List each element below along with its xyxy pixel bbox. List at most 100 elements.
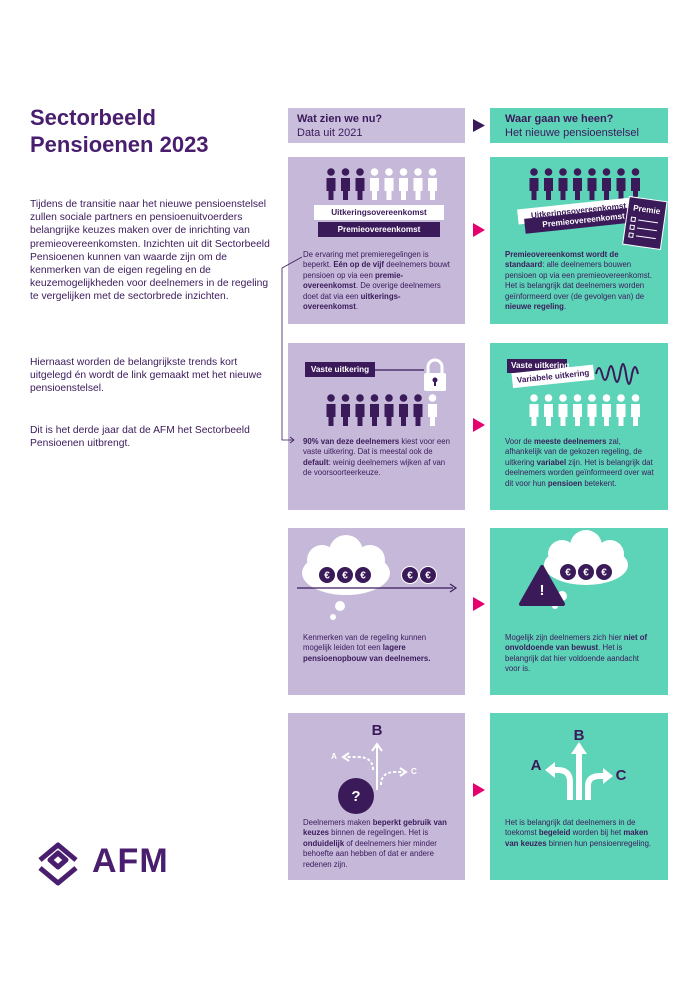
person-body [616,178,626,200]
person-body [602,178,611,200]
text-run: niet of onvoldoende van bewust [505,633,648,653]
person-body [341,178,350,200]
label: A [531,757,542,774]
person-head [428,168,437,176]
label-box [314,205,444,220]
text-run: variabel [536,457,567,467]
intro-paragraph: Hiernaast worden de belangrijkste trends… [30,357,262,395]
person-head [573,394,582,402]
person-body [355,404,365,426]
text-run: zal, afhankelijk van de gekozen regeling… [505,437,642,467]
text-run: 90% van deze deelnemers [303,437,400,446]
text-run: Mogelijk zijn deelnemers zich hier [505,633,624,642]
label: Vaste uitkering [311,365,369,374]
text-run: default [303,457,329,467]
label-box [318,222,440,237]
text-run: binnen hun pensioenregeling. [546,838,652,848]
text-run: . [563,302,567,312]
text-run: . [355,302,359,312]
text-run: . De overige deelnemers doet dat via een [303,281,441,301]
arrow [473,119,485,132]
coin-symbol: € [324,571,330,582]
text-run: Premieovereenkomst wordt de standaard [505,250,619,270]
person-body [544,178,553,200]
label: B [372,722,383,739]
question-mark: ? [351,788,360,805]
title: Sectorbeeld Pensioenen 2023 [30,105,209,157]
person-body [384,404,394,426]
person-head [588,168,596,176]
card-text: Kenmerken van de regeling kunnen mogelij… [303,633,453,664]
connector-head [289,436,295,444]
text-run: beperkt gebruik van keuzes [303,818,447,838]
coins: € € € € € [318,566,437,584]
text-run: Kenmerken van de regeling kunnen mogelij… [303,633,427,653]
person-body [529,178,539,200]
text-run: binnen de regelingen. Het is [329,828,429,838]
card-text: De ervaring met premieregelingen is bepe… [303,250,453,312]
text-run: betekent. [582,478,617,488]
text-run: Voor de [505,437,535,446]
coin [336,566,354,584]
text-run: zijn. Het is belangrijk dat deelnemers w… [505,457,654,488]
person-head [559,394,567,402]
column-subtitle: Data uit 2021 [297,127,363,139]
header-bg [490,108,668,143]
card-text: Het is belangrijk dat deelnemers in de t… [505,818,655,849]
choice-arrows [553,752,605,800]
text-run: Deelnemers maken [303,818,373,827]
person-head [602,394,611,402]
text-run: onduidelijk [303,838,345,848]
label: Premie [633,203,662,216]
person-body [631,404,640,426]
person-head [385,394,393,402]
warning-mark: ! [540,582,545,599]
text-run: maken van keuzes [505,828,649,848]
person-body [384,178,394,200]
person-body [428,178,437,200]
label: C [616,767,627,784]
person-head [327,394,335,402]
person-head [399,168,408,176]
person-body [355,178,365,200]
text-run: deelnemers bouwt pensioen op via een [303,260,450,280]
warning-icon [519,565,565,606]
label: Vaste uitkering [511,361,569,370]
label: Premieovereenkomst [338,225,421,234]
label: A [331,752,337,761]
text-run: begeleid [538,828,571,838]
column-title: Waar gaan we heen? [505,113,614,125]
person-head [414,168,422,176]
label-box [305,362,375,377]
arrows [473,223,485,797]
person-body [399,178,408,200]
coins: € € € [559,563,613,581]
text-run: . Het is belangrijk dat hier voldoende a… [505,643,639,674]
person-head [617,168,625,176]
card-text: Premieovereenkomst wordt de standaard: a… [505,250,655,312]
person-head [385,168,393,176]
person-body [573,404,582,426]
person-body [631,178,640,200]
arrow-heads [545,742,613,784]
arrow-head [449,583,458,593]
people [326,168,640,426]
wave [595,363,639,385]
person-body [413,178,423,200]
person-body [341,404,350,426]
coin-symbol: € [425,571,431,582]
text-run: of deelnemers hier minder behoefte aan h… [303,838,437,869]
person-body [587,404,597,426]
text-run: Eén op de vijf [333,260,385,270]
coin-symbol: € [601,568,607,579]
person-body [326,178,336,200]
intro-paragraph: Dit is het derde jaar dat de AFM het Sec… [30,425,250,450]
person-body [558,404,568,426]
person-head [544,168,553,176]
person-head [370,394,379,402]
person-head [356,168,364,176]
person-head [617,394,625,402]
text-run: pensioen [547,478,583,488]
